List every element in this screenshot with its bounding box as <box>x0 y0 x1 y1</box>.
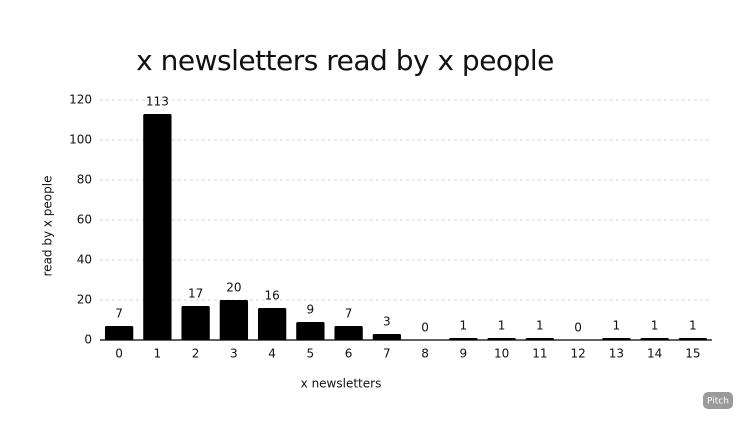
data-label: 1 <box>651 319 659 333</box>
bar <box>640 338 669 340</box>
data-label: 17 <box>188 287 203 301</box>
data-label: 1 <box>689 319 697 333</box>
data-label: 1 <box>460 319 468 333</box>
y-tick-label: 100 <box>69 133 92 147</box>
x-tick-label: 2 <box>192 347 200 361</box>
y-tick-label: 40 <box>77 253 92 267</box>
x-tick-label: 8 <box>421 347 429 361</box>
bar <box>104 326 134 340</box>
bar <box>219 300 249 340</box>
x-tick-label: 10 <box>494 347 509 361</box>
badge-text[interactable]: Pitch <box>707 397 729 407</box>
x-tick-label: 9 <box>460 347 468 361</box>
bar <box>334 326 363 340</box>
x-tick-label: 3 <box>230 347 238 361</box>
data-label: 9 <box>307 303 315 317</box>
y-tick-label: 120 <box>69 93 92 107</box>
x-tick-label: 7 <box>383 347 391 361</box>
data-label: 1 <box>498 319 506 333</box>
x-tick-label: 1 <box>154 347 162 361</box>
data-label: 7 <box>345 307 353 321</box>
y-tick-label: 60 <box>77 213 92 227</box>
y-tick-label: 20 <box>77 293 92 307</box>
x-tick-label: 15 <box>685 347 700 361</box>
data-label: 3 <box>383 315 391 329</box>
x-tick-label: 5 <box>307 347 315 361</box>
x-tick-label: 4 <box>268 347 276 361</box>
x-tick-label: 12 <box>570 347 585 361</box>
bar <box>257 308 287 340</box>
data-label: 0 <box>421 321 429 335</box>
x-tick-label: 6 <box>345 347 353 361</box>
bar <box>181 306 210 340</box>
bar <box>449 338 478 340</box>
data-label: 1 <box>613 319 621 333</box>
data-label: 16 <box>264 289 279 303</box>
data-label: 7 <box>115 307 123 321</box>
badge[interactable] <box>703 392 733 409</box>
x-tick-label: 13 <box>609 347 624 361</box>
x-tick-label: 11 <box>532 347 547 361</box>
y-tick-label: 80 <box>77 173 92 187</box>
x-tick-label: 14 <box>647 347 662 361</box>
bar <box>525 338 555 340</box>
data-label: 0 <box>574 321 582 335</box>
y-axis-label: read by x people <box>41 176 55 277</box>
bar <box>143 114 172 340</box>
chart-title: x newsletters read by x people <box>136 44 554 77</box>
bar <box>487 338 516 340</box>
data-label: 20 <box>226 281 241 295</box>
x-tick-label: 0 <box>115 347 123 361</box>
bar <box>602 338 631 340</box>
data-label: 113 <box>146 95 169 109</box>
data-label: 1 <box>536 319 544 333</box>
bar <box>678 338 708 340</box>
bar <box>372 334 402 340</box>
bar <box>296 322 325 340</box>
y-tick-label: 0 <box>84 333 92 347</box>
x-axis-label: x newsletters <box>301 377 382 391</box>
